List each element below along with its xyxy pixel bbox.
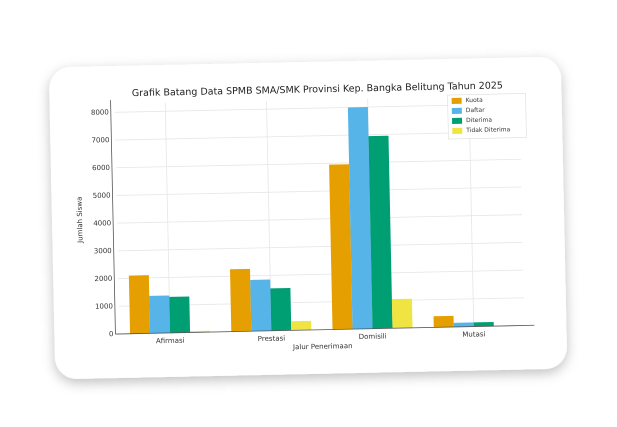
- legend-label: Diterima: [466, 117, 492, 125]
- chart-card: Grafik Batang Data SPMB SMA/SMK Provinsi…: [49, 57, 567, 380]
- x-axis-label: Jalur Penerimaan: [292, 342, 353, 351]
- x-tick-label: Prestasi: [258, 335, 286, 344]
- legend-label: Kuota: [466, 97, 484, 104]
- y-tick-label: 4000: [93, 219, 111, 227]
- bar: [291, 321, 311, 331]
- bar: [250, 280, 271, 332]
- y-tick-label: 7000: [91, 136, 109, 144]
- legend-label: Daftar: [466, 107, 485, 114]
- bar: [169, 296, 190, 332]
- y-tick-label: 5000: [93, 192, 111, 200]
- bar: [149, 296, 170, 334]
- y-tick-label: 1000: [95, 302, 113, 310]
- legend-swatch: [452, 118, 462, 124]
- x-tick-label: Domisili: [359, 332, 387, 341]
- bar: [368, 136, 392, 329]
- bar: [392, 299, 413, 329]
- bar: [129, 275, 150, 334]
- y-tick-label: 8000: [91, 108, 109, 116]
- x-tick-label: Mutasi: [462, 330, 485, 338]
- bar: [434, 316, 454, 328]
- y-tick-label: 2000: [94, 275, 112, 283]
- legend-label: Tidak Diterima: [465, 126, 510, 134]
- x-tick-label: Afirmasi: [156, 337, 185, 346]
- legend-swatch: [452, 108, 462, 114]
- y-tick-label: 3000: [94, 247, 112, 255]
- y-axis-label: Jumlah Siswa: [76, 197, 85, 244]
- bar: [270, 288, 291, 331]
- y-tick-label: 0: [109, 330, 114, 338]
- y-tick-label: 6000: [92, 164, 110, 172]
- legend-swatch: [452, 98, 462, 104]
- bar: [329, 164, 352, 329]
- legend-swatch: [452, 128, 462, 134]
- bar: [230, 269, 251, 332]
